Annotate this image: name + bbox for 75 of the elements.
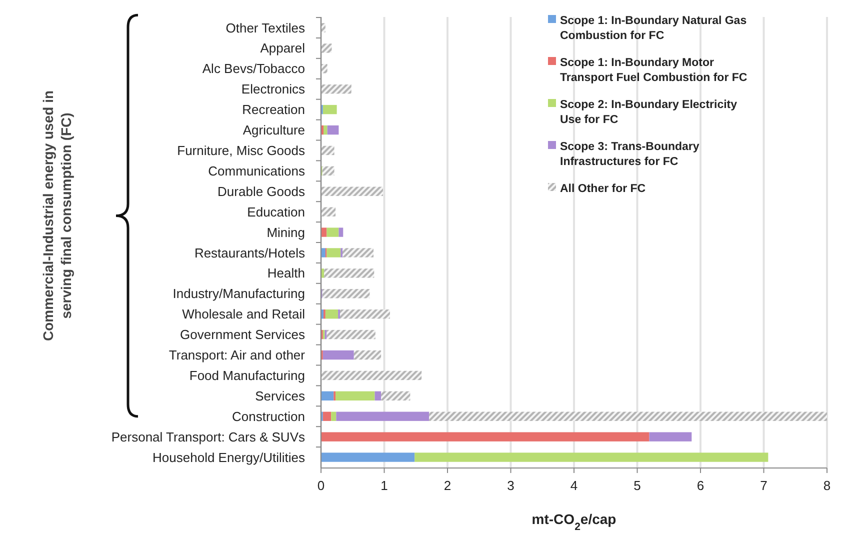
y-tick-label: Restaurants/Hotels <box>194 245 306 260</box>
bar <box>321 207 336 216</box>
bar <box>342 248 374 258</box>
bar <box>649 432 692 442</box>
bar <box>326 330 376 340</box>
legend-label: Scope 2: In-Boundary Electricity Use for FC <box>560 99 738 126</box>
bar <box>321 248 326 258</box>
bar <box>354 350 382 360</box>
bar <box>321 452 415 462</box>
y-tick-label: Industry/Manufacturing <box>172 286 305 302</box>
y-tick-label: Furniture, Misc Goods <box>177 143 306 158</box>
bar <box>321 44 332 53</box>
x-tick-label: 7 <box>760 478 768 493</box>
y-tick-label: Recreation <box>242 102 305 118</box>
y-tick-label: Services <box>255 388 306 404</box>
bar <box>429 412 827 421</box>
bar <box>325 309 338 319</box>
bar <box>414 452 768 462</box>
bar <box>324 268 374 278</box>
y-tick-label: Mining <box>266 224 305 240</box>
bar <box>321 186 383 196</box>
x-tick-label: 4 <box>570 478 578 493</box>
bar <box>321 23 326 32</box>
bar <box>336 412 430 421</box>
bar <box>336 391 375 401</box>
bar <box>322 350 354 360</box>
x-tick-label: 1 <box>380 478 388 493</box>
y-tick-label: Health <box>267 266 305 281</box>
legend-label: Scope 3: Trans-Boundary Infrastructures for FC <box>560 141 700 168</box>
bar <box>324 125 328 135</box>
y-axis-title: Commercial-Industrial energy used in serving final consumption (FC) <box>40 90 74 342</box>
bar <box>340 309 390 319</box>
y-tick-label: Durable Goods <box>218 184 306 199</box>
y-tick-label: Construction <box>232 408 305 424</box>
legend-label: Scope 1: In-Boundary Motor Transport Fuel Combustion for FC <box>560 57 748 84</box>
y-tick-label: Other Textiles <box>226 20 306 36</box>
bar <box>322 412 332 421</box>
bar <box>327 125 339 135</box>
x-tick-label: 3 <box>507 478 514 493</box>
y-tick-label: Education <box>247 204 305 220</box>
y-tick-label: Communications <box>208 163 306 178</box>
bar <box>338 228 344 237</box>
y-tick-label: Apparel <box>260 40 306 56</box>
x-tick-label: 0 <box>317 478 325 493</box>
bar <box>322 166 334 176</box>
bar <box>321 146 334 156</box>
bar <box>322 104 337 114</box>
bar <box>326 228 339 237</box>
y-tick-label: Alc Bevs/Tobacco <box>202 61 305 76</box>
bar <box>321 391 334 401</box>
bar <box>381 391 410 401</box>
bar <box>321 432 650 442</box>
y-tick-label: Electronics <box>241 82 306 97</box>
bar <box>321 84 352 94</box>
y-tick-label: Food Manufacturing <box>189 368 305 383</box>
y-tick-label: Transport: Air and other <box>168 348 306 363</box>
y-tick-label: Wholesale and Retail <box>182 306 306 322</box>
y-tick-label: Household Energy/Utilities <box>152 450 306 465</box>
legend-label: All Other for FC <box>560 183 646 195</box>
bar <box>321 228 327 237</box>
bar <box>374 391 382 401</box>
x-tick-label: 8 <box>823 478 831 493</box>
y-tick-label: Government Services <box>180 327 306 342</box>
bar <box>321 64 328 74</box>
bar <box>321 370 422 380</box>
x-axis-title: mt-CO$_{2}$e/cap <box>532 511 616 533</box>
x-tick-label: 6 <box>696 478 704 493</box>
x-tick-label: 2 <box>444 478 452 493</box>
bar <box>322 289 370 298</box>
bar <box>326 248 341 258</box>
y-tick-label: Agriculture <box>242 122 305 138</box>
legend-label: Scope 1: In-Boundary Natural Gas Combustion for FC <box>560 15 747 42</box>
bar <box>331 412 336 421</box>
y-tick-label: Personal Transport: Cars & SUVs <box>111 429 306 444</box>
x-tick-label: 5 <box>634 478 641 493</box>
